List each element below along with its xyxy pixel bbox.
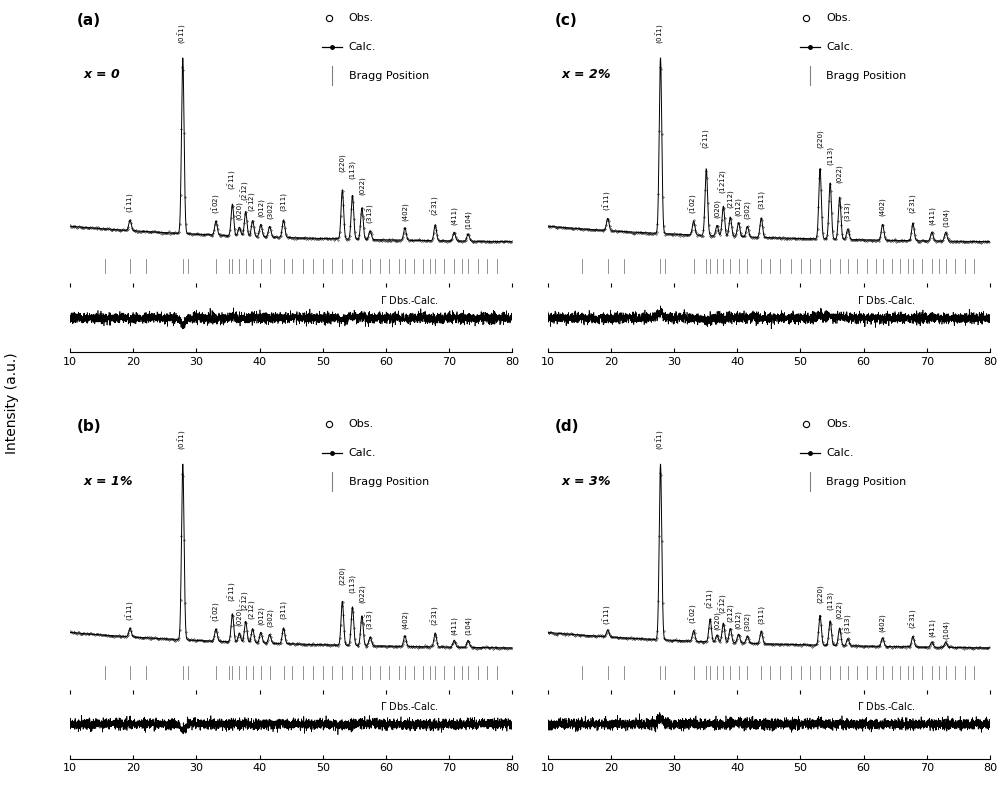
Text: (2$\bar{1}$2): (2$\bar{1}$2) <box>247 191 258 211</box>
Text: Calc.: Calc. <box>349 42 376 52</box>
Text: Obs.: Obs. <box>349 419 374 429</box>
Text: ($\bar{2}$31): ($\bar{2}$31) <box>430 605 441 626</box>
Text: ($\bar{2}$11): ($\bar{2}$11) <box>701 129 712 149</box>
Text: ($\bar{2}$$\bar{1}$2): ($\bar{2}$$\bar{1}$2) <box>718 594 729 614</box>
Text: ($\bar{1}$02): ($\bar{1}$02) <box>688 604 699 624</box>
Text: ($\bar{1}$2$\bar{1}$2): ($\bar{1}$2$\bar{1}$2) <box>718 169 729 194</box>
Text: (402): (402) <box>402 202 408 221</box>
Text: (113): (113) <box>827 592 833 610</box>
Text: (020): (020) <box>236 201 243 220</box>
Text: Intensity (a.u.): Intensity (a.u.) <box>5 353 19 454</box>
Text: ($\bar{2}$31): ($\bar{2}$31) <box>907 194 919 215</box>
Text: (411): (411) <box>451 616 457 635</box>
Text: (022): (022) <box>836 600 843 619</box>
Text: (d): (d) <box>554 419 579 434</box>
Text: (0$\bar{1}$1): (0$\bar{1}$1) <box>655 430 666 450</box>
Text: $\bfit{x}$ = 0: $\bfit{x}$ = 0 <box>83 69 121 82</box>
Text: $\bfit{x}$ = 3%: $\bfit{x}$ = 3% <box>561 475 611 487</box>
Text: ($\bar{3}$1$\bar{3}$): ($\bar{3}$1$\bar{3}$) <box>364 203 376 224</box>
Text: (220): (220) <box>339 567 346 586</box>
Text: (212): (212) <box>727 190 734 208</box>
Text: ($\bar{3}$13): ($\bar{3}$13) <box>842 613 854 633</box>
Text: (012): (012) <box>258 199 264 217</box>
Text: $\Gamma$ Dbs.-Calc.: $\Gamma$ Dbs.-Calc. <box>857 700 916 712</box>
Text: (012): (012) <box>735 610 742 629</box>
Text: ($\bar{1}$11): ($\bar{1}$11) <box>124 193 136 213</box>
Text: (b): (b) <box>77 419 101 434</box>
Text: ($\bar{2}$11): ($\bar{2}$11) <box>704 588 716 608</box>
Text: ($\bar{1}$02): ($\bar{1}$02) <box>210 602 222 622</box>
Text: (020): (020) <box>714 199 720 219</box>
Text: $\bfit{x}$ = 2%: $\bfit{x}$ = 2% <box>561 69 611 82</box>
Text: (411): (411) <box>451 207 457 225</box>
Text: $\Gamma$ Dbs.-Calc.: $\Gamma$ Dbs.-Calc. <box>380 294 438 306</box>
Text: (220): (220) <box>817 584 823 603</box>
Text: Obs.: Obs. <box>826 13 851 23</box>
Text: (012): (012) <box>258 607 264 625</box>
Text: (411): (411) <box>929 618 935 637</box>
Text: (022): (022) <box>359 177 365 195</box>
Text: (104): (104) <box>465 210 471 229</box>
Text: (411): (411) <box>929 207 935 225</box>
Text: Bragg Position: Bragg Position <box>349 70 429 81</box>
Text: ($\bar{1}$11): ($\bar{1}$11) <box>602 604 613 625</box>
Text: (104): (104) <box>465 617 471 635</box>
Text: ($\bar{2}$11): ($\bar{2}$11) <box>227 581 238 601</box>
Text: (012): (012) <box>735 197 742 215</box>
Text: (104): (104) <box>943 620 949 638</box>
Text: (c): (c) <box>554 13 577 28</box>
Text: $\Gamma$ Dbs.-Calc.: $\Gamma$ Dbs.-Calc. <box>857 294 916 306</box>
Text: ($\bar{3}$13): ($\bar{3}$13) <box>842 202 854 222</box>
Text: ($\bar{2}$31): ($\bar{2}$31) <box>430 196 441 216</box>
Text: (311): (311) <box>758 605 765 625</box>
Text: ($\bar{2}$$\bar{1}$2): ($\bar{2}$$\bar{1}$2) <box>240 181 251 201</box>
Text: Calc.: Calc. <box>826 42 854 52</box>
Text: (311): (311) <box>758 190 765 209</box>
Text: ($\bar{1}$11): ($\bar{1}$11) <box>602 191 613 211</box>
Text: (113): (113) <box>349 161 356 179</box>
Text: (2$\bar{1}$2): (2$\bar{1}$2) <box>247 600 258 620</box>
Text: (a): (a) <box>77 13 101 28</box>
Text: (212): (212) <box>727 603 734 621</box>
Text: (220): (220) <box>817 129 823 148</box>
Text: (0$\bar{1}$1): (0$\bar{1}$1) <box>177 430 188 450</box>
Text: (022): (022) <box>836 165 843 183</box>
Text: Bragg Position: Bragg Position <box>826 70 907 81</box>
Text: ($\bar{1}$02): ($\bar{1}$02) <box>210 194 222 214</box>
Text: Calc.: Calc. <box>826 448 854 458</box>
Text: (302): (302) <box>266 608 273 627</box>
Text: (311): (311) <box>280 192 287 211</box>
Text: $\Gamma$ Dbs.-Calc.: $\Gamma$ Dbs.-Calc. <box>380 700 438 712</box>
Text: Calc.: Calc. <box>349 448 376 458</box>
Text: Bragg Position: Bragg Position <box>349 477 429 487</box>
Text: (402): (402) <box>879 613 886 633</box>
Text: (113): (113) <box>349 574 356 592</box>
Text: ($\bar{2}$11): ($\bar{2}$11) <box>227 169 238 190</box>
Text: (302): (302) <box>266 201 273 220</box>
Text: (104): (104) <box>943 208 949 227</box>
Text: Bragg Position: Bragg Position <box>826 477 907 487</box>
Text: (311): (311) <box>280 600 287 619</box>
Text: ($\bar{2}$$\bar{1}$2): ($\bar{2}$$\bar{1}$2) <box>240 591 251 611</box>
Text: (402): (402) <box>402 610 408 629</box>
Text: (020): (020) <box>236 608 243 626</box>
Text: ($\bar{1}$11): ($\bar{1}$11) <box>124 600 136 621</box>
Text: Obs.: Obs. <box>826 419 851 429</box>
Text: (0$\bar{1}$1): (0$\bar{1}$1) <box>655 23 666 44</box>
Text: (302): (302) <box>744 201 751 220</box>
Text: (022): (022) <box>359 585 365 604</box>
Text: ($\bar{2}$31): ($\bar{2}$31) <box>907 609 919 629</box>
Text: $\bfit{x}$ = 1%: $\bfit{x}$ = 1% <box>83 475 134 487</box>
Text: Obs.: Obs. <box>349 13 374 23</box>
Text: (113): (113) <box>827 146 833 165</box>
Text: (0$\bar{1}$1): (0$\bar{1}$1) <box>177 23 188 44</box>
Text: ($\bar{3}$1$\bar{3}$): ($\bar{3}$1$\bar{3}$) <box>364 610 376 630</box>
Text: (020): (020) <box>714 611 720 630</box>
Text: (402): (402) <box>879 197 886 215</box>
Text: (220): (220) <box>339 153 346 172</box>
Text: (302): (302) <box>744 612 751 631</box>
Text: ($\bar{1}$02): ($\bar{1}$02) <box>688 194 699 214</box>
